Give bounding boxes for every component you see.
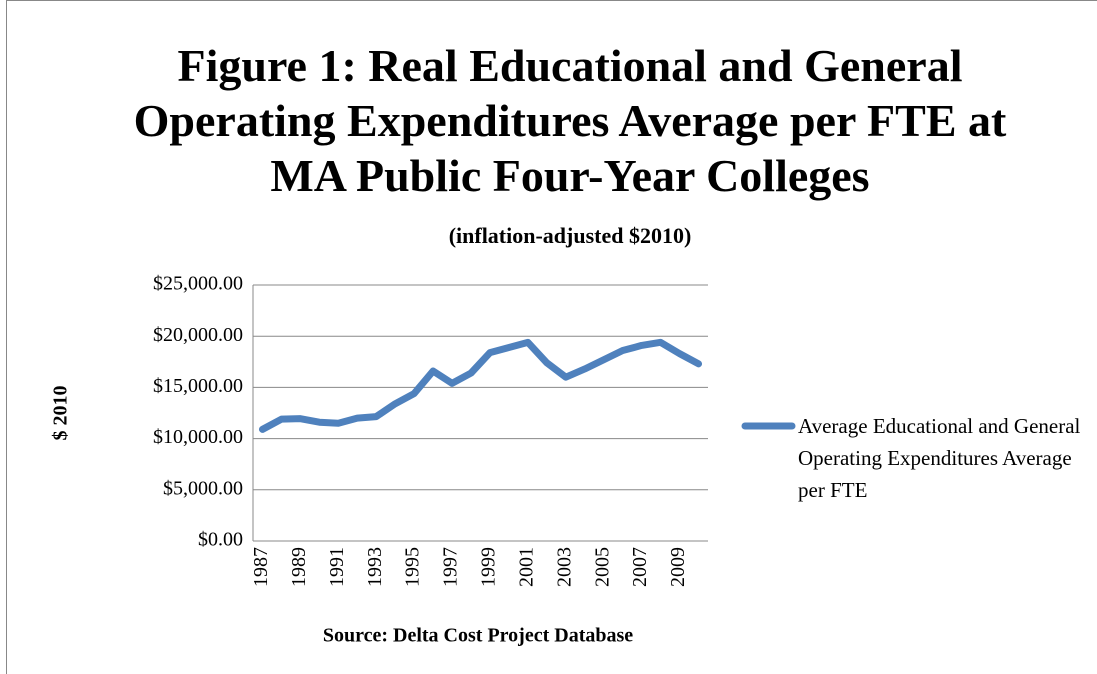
x-tick-label: 1997 — [440, 547, 462, 587]
chart-title: Figure 1: Real Educational and General O… — [133, 40, 1007, 201]
x-tick-label: 1993 — [364, 547, 386, 587]
x-tick-label: 2009 — [667, 547, 689, 587]
x-tick-label: 1991 — [326, 547, 348, 587]
x-tick-label: 2005 — [591, 547, 613, 587]
x-tick-label: 2001 — [515, 547, 537, 587]
line — [258, 338, 703, 433]
x-tick-label: 1987 — [250, 547, 272, 587]
y-axis-label: $ 2010 — [50, 386, 72, 441]
y-tick-label: $25,000.00 — [153, 273, 243, 295]
x-tick-label: 1995 — [402, 547, 424, 587]
y-tick-label: $15,000.00 — [153, 375, 243, 397]
x-tick-label: 1989 — [288, 547, 310, 587]
legend-label: Average Educational and General Operatin… — [798, 414, 1081, 502]
chart-subtitle: (inflation-adjusted $2010) — [449, 223, 692, 248]
x-tick-label: 2007 — [629, 547, 651, 587]
y-tick-label: $5,000.00 — [163, 477, 243, 499]
x-axis-label: Source: Delta Cost Project Database — [323, 625, 633, 647]
y-tick-label: $10,000.00 — [153, 426, 243, 448]
x-tick-label: 1999 — [478, 547, 500, 587]
y-tick-label: $20,000.00 — [153, 324, 243, 346]
x-tick-label: 2003 — [553, 547, 575, 587]
y-tick-label: $0.00 — [198, 529, 243, 551]
